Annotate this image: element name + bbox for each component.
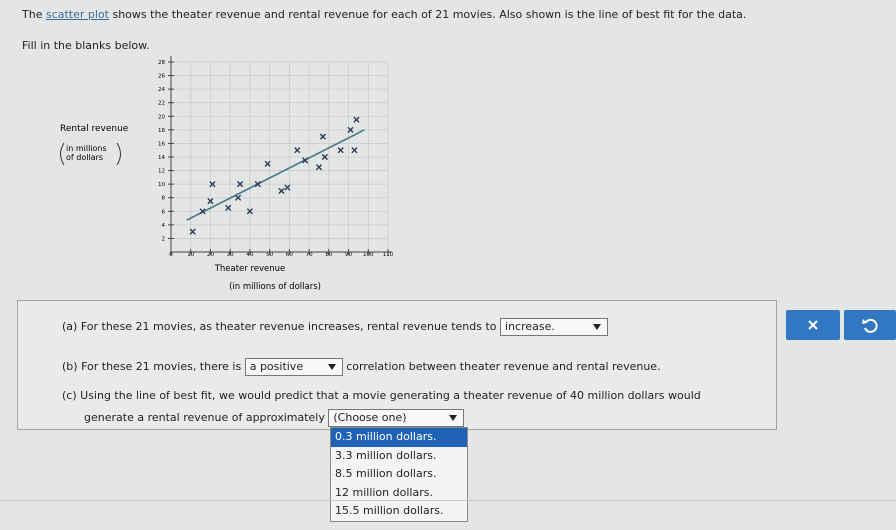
dropdown[interactable]: increase. <box>500 318 609 336</box>
scatter-chart: Rental revenue in millions of dollars Th… <box>60 56 394 292</box>
x-tick-label: 60 <box>286 252 293 258</box>
y-tick-label: 16 <box>158 141 165 147</box>
y-tick-label: 4 <box>162 223 166 229</box>
data-point <box>199 208 206 215</box>
x-tick-label: 90 <box>345 252 352 258</box>
y-axis-sublabel: in millions <box>66 144 107 153</box>
x-tick-label: 70 <box>306 252 313 258</box>
question-text: generate a rental revenue of approximate… <box>84 411 325 424</box>
data-point <box>319 133 326 140</box>
dropdown[interactable]: a positive <box>244 358 343 376</box>
question-panel: (a) For these 21 movies, as theater reve… <box>17 300 777 430</box>
y-tick-label: 22 <box>158 101 165 107</box>
y-axis-label: Rental revenue <box>60 124 129 134</box>
question-text: For these 21 movies, as theater revenue … <box>80 320 497 333</box>
clear-icon <box>808 320 818 330</box>
prompt-start: The <box>22 8 43 21</box>
dropdown[interactable]: (Choose one) <box>328 409 465 427</box>
question-label: (c) <box>62 389 77 402</box>
y-tick-label: 2 <box>162 236 166 242</box>
x-tick-label: 80 <box>325 252 332 258</box>
y-tick-label: 20 <box>158 114 165 120</box>
data-point <box>234 194 242 201</box>
data-point <box>351 147 358 154</box>
instruction: Fill in the blanks below. <box>22 39 150 52</box>
dropdown-option[interactable]: 0.3 million dollars. <box>331 428 467 447</box>
x-tick-label: 30 <box>227 252 234 258</box>
data-point <box>236 181 244 188</box>
data-point <box>302 157 309 164</box>
best-fit-line <box>186 129 365 221</box>
data-point <box>337 147 344 154</box>
data-point <box>321 153 328 161</box>
data-point <box>284 184 291 191</box>
question-text: correlation between theater revenue and … <box>346 360 661 373</box>
prompt: The scatter plot shows the theater reven… <box>22 8 746 21</box>
y-tick-label: 26 <box>158 74 165 80</box>
paren <box>60 142 65 166</box>
x-axis-sublabel: (in millions of dollars) <box>229 282 321 292</box>
undo-icon <box>862 318 878 333</box>
x-tick-label: 110 <box>383 252 394 258</box>
data-point <box>189 228 196 235</box>
y-tick-label: 18 <box>158 128 165 134</box>
question-text: Using the line of best fit, we would pre… <box>80 389 701 402</box>
paren <box>116 142 121 166</box>
x-tick-label: 0 <box>169 252 173 258</box>
dropdown-option[interactable]: 12 million dollars. <box>335 485 433 499</box>
data-point <box>264 160 271 167</box>
clear-button[interactable] <box>786 310 840 340</box>
question-text: For these 21 movies, there is <box>81 360 242 373</box>
x-tick-label: 10 <box>187 252 194 258</box>
data-point <box>294 147 301 154</box>
dropdown-option[interactable]: 3.3 million dollars. <box>335 448 437 462</box>
question-b: (b) For these 21 movies, there is a posi… <box>62 358 661 376</box>
question-label: (b) <box>62 360 78 373</box>
y-tick-label: 14 <box>158 155 165 161</box>
x-axis-label: Theater revenue <box>214 264 286 274</box>
question-label: (a) <box>62 320 78 333</box>
y-axis-sublabel: of dollars <box>66 153 103 162</box>
undo-button[interactable] <box>844 310 896 340</box>
question-a: (a) For these 21 movies, as theater reve… <box>62 318 609 336</box>
data-point <box>209 181 216 188</box>
data-point <box>347 126 354 133</box>
data-point <box>353 116 360 123</box>
x-tick-label: 100 <box>363 252 374 258</box>
x-tick-label: 40 <box>246 252 253 258</box>
data-point <box>246 208 254 215</box>
prompt-end: shows the theater revenue and rental rev… <box>112 8 747 21</box>
dropdown-option[interactable]: 8.5 million dollars. <box>335 467 437 481</box>
dropdown-option[interactable]: 15.5 million dollars. <box>335 504 444 518</box>
question-c: (c) Using the line of best fit, we would… <box>62 389 701 402</box>
y-tick-label: 8 <box>162 196 166 202</box>
y-tick-label: 28 <box>158 60 165 66</box>
y-tick-label: 12 <box>158 169 165 175</box>
x-tick-label: 20 <box>207 252 214 258</box>
data-point <box>207 198 214 205</box>
glossary-link[interactable]: scatter plot <box>45 8 109 21</box>
dropdown-list: 0.3 million dollars. 3.3 million dollars… <box>330 427 468 522</box>
data-point <box>278 187 285 195</box>
data-point <box>225 204 232 211</box>
y-tick-label: 6 <box>162 209 166 215</box>
data-point <box>254 181 261 188</box>
data-point <box>315 164 323 171</box>
question-c-cont: generate a rental revenue of approximate… <box>84 409 465 427</box>
divider <box>0 500 896 501</box>
y-tick-label: 10 <box>158 182 165 188</box>
x-tick-label: 50 <box>266 252 273 258</box>
y-tick-label: 24 <box>158 87 165 93</box>
